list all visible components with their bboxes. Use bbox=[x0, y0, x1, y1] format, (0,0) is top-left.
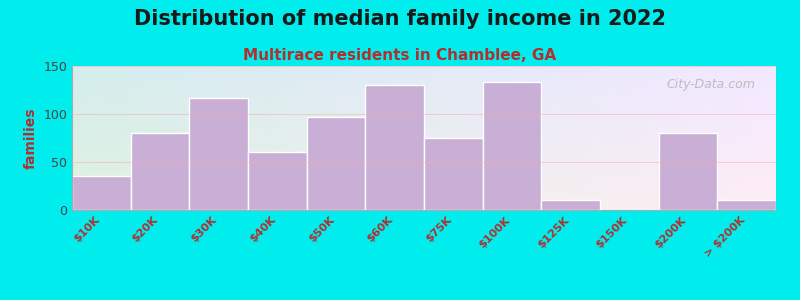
Bar bbox=[718, 200, 776, 210]
Bar bbox=[190, 98, 248, 210]
Bar bbox=[72, 176, 130, 210]
Text: Multirace residents in Chamblee, GA: Multirace residents in Chamblee, GA bbox=[243, 48, 557, 63]
Text: Distribution of median family income in 2022: Distribution of median family income in … bbox=[134, 9, 666, 29]
Bar bbox=[542, 200, 600, 210]
Bar bbox=[658, 133, 718, 210]
Bar bbox=[424, 138, 482, 210]
Bar bbox=[130, 133, 190, 210]
Text: City-Data.com: City-Data.com bbox=[666, 77, 755, 91]
Bar bbox=[248, 152, 306, 210]
Y-axis label: families: families bbox=[24, 107, 38, 169]
Bar bbox=[366, 85, 424, 210]
Bar bbox=[306, 117, 366, 210]
Bar bbox=[482, 82, 542, 210]
